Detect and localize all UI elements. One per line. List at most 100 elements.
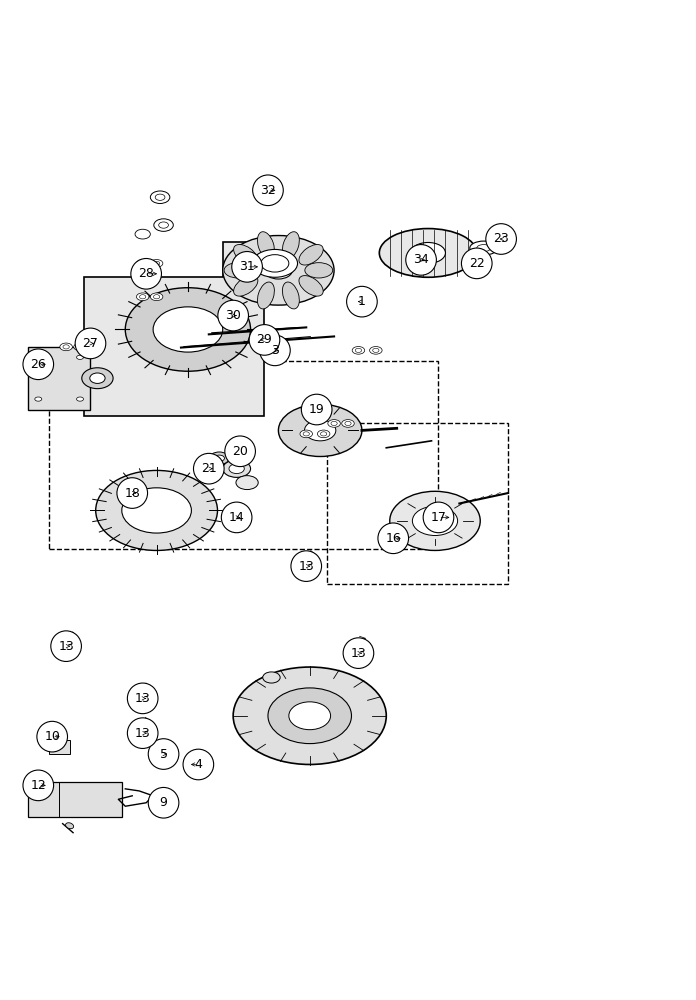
Polygon shape <box>49 740 70 754</box>
Text: 18: 18 <box>125 487 140 500</box>
Ellipse shape <box>321 432 327 436</box>
Ellipse shape <box>209 452 229 465</box>
Ellipse shape <box>88 343 100 351</box>
Ellipse shape <box>303 432 309 436</box>
Text: 28: 28 <box>139 267 154 280</box>
Ellipse shape <box>411 242 445 263</box>
Circle shape <box>75 328 106 359</box>
Ellipse shape <box>258 232 274 259</box>
Ellipse shape <box>223 460 251 477</box>
Ellipse shape <box>90 345 97 349</box>
Ellipse shape <box>136 293 149 301</box>
Ellipse shape <box>214 455 224 461</box>
Text: 13: 13 <box>299 560 314 573</box>
Ellipse shape <box>317 430 330 438</box>
Circle shape <box>23 770 54 801</box>
Ellipse shape <box>493 229 509 242</box>
Ellipse shape <box>355 348 362 352</box>
Ellipse shape <box>150 191 170 204</box>
Ellipse shape <box>74 343 86 351</box>
Circle shape <box>291 551 322 581</box>
Circle shape <box>461 248 492 279</box>
Circle shape <box>193 453 224 484</box>
Circle shape <box>253 175 283 206</box>
Ellipse shape <box>229 464 244 474</box>
Circle shape <box>23 349 54 380</box>
Text: 13: 13 <box>351 647 366 660</box>
Ellipse shape <box>261 255 289 272</box>
Text: 3: 3 <box>271 344 279 357</box>
Ellipse shape <box>278 404 362 456</box>
Ellipse shape <box>373 348 379 352</box>
Circle shape <box>218 300 248 331</box>
Text: 9: 9 <box>159 796 168 809</box>
Ellipse shape <box>139 261 146 265</box>
Circle shape <box>423 502 454 533</box>
Ellipse shape <box>252 249 298 277</box>
Text: 34: 34 <box>413 253 429 266</box>
Ellipse shape <box>283 232 299 259</box>
Ellipse shape <box>379 229 477 277</box>
Ellipse shape <box>263 672 280 683</box>
Ellipse shape <box>299 276 323 296</box>
Ellipse shape <box>150 293 163 301</box>
Ellipse shape <box>35 355 42 359</box>
Text: 4: 4 <box>194 758 203 771</box>
Text: 13: 13 <box>58 640 74 653</box>
Text: 30: 30 <box>226 309 241 322</box>
Ellipse shape <box>477 245 491 252</box>
Polygon shape <box>28 782 122 817</box>
Ellipse shape <box>77 397 84 401</box>
Circle shape <box>117 478 148 508</box>
Text: 21: 21 <box>201 462 216 475</box>
Ellipse shape <box>234 276 258 296</box>
Text: 26: 26 <box>31 358 46 371</box>
Circle shape <box>343 638 374 668</box>
Circle shape <box>406 245 436 275</box>
Text: 29: 29 <box>257 333 272 346</box>
Ellipse shape <box>153 261 160 265</box>
Circle shape <box>221 502 252 533</box>
Ellipse shape <box>300 430 313 438</box>
Ellipse shape <box>95 470 217 550</box>
Text: 22: 22 <box>469 257 484 270</box>
Circle shape <box>37 721 68 752</box>
Ellipse shape <box>122 488 191 533</box>
Ellipse shape <box>136 260 149 267</box>
Text: 10: 10 <box>45 730 60 743</box>
Ellipse shape <box>65 823 74 829</box>
Circle shape <box>131 258 161 289</box>
Ellipse shape <box>345 421 351 426</box>
Ellipse shape <box>299 245 323 265</box>
Polygon shape <box>84 242 264 416</box>
Circle shape <box>51 631 81 661</box>
Text: 27: 27 <box>83 337 98 350</box>
Circle shape <box>347 286 377 317</box>
Circle shape <box>378 523 409 554</box>
Ellipse shape <box>370 347 382 354</box>
Text: 31: 31 <box>239 260 255 273</box>
Ellipse shape <box>268 688 351 744</box>
Ellipse shape <box>305 263 333 278</box>
Ellipse shape <box>236 476 258 490</box>
Ellipse shape <box>82 368 113 389</box>
Ellipse shape <box>35 397 42 401</box>
Text: 1: 1 <box>358 295 366 308</box>
Ellipse shape <box>234 245 258 265</box>
Ellipse shape <box>342 420 354 427</box>
Text: 16: 16 <box>386 532 401 545</box>
Ellipse shape <box>289 702 331 730</box>
Text: 19: 19 <box>309 403 324 416</box>
Ellipse shape <box>305 420 336 441</box>
Ellipse shape <box>352 347 365 354</box>
Circle shape <box>127 683 158 714</box>
Polygon shape <box>28 347 90 410</box>
Text: 13: 13 <box>135 692 150 705</box>
Ellipse shape <box>139 295 146 299</box>
Circle shape <box>232 252 262 282</box>
Circle shape <box>260 335 290 366</box>
Ellipse shape <box>77 345 84 349</box>
Ellipse shape <box>470 241 498 255</box>
Ellipse shape <box>224 263 252 278</box>
Ellipse shape <box>159 222 168 228</box>
